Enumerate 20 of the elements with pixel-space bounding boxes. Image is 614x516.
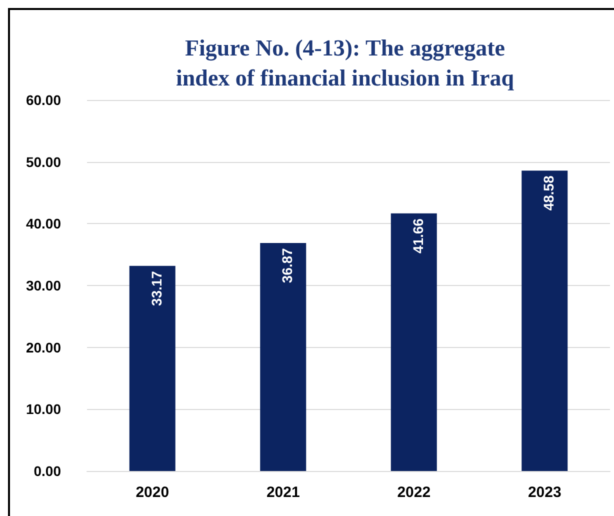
y-tick-label: 20.00 [26,339,62,356]
chart-title: Figure No. (4-13): The aggregate index of financial inclusion in Iraq [176,36,514,90]
x-tick-label: 2022 [397,484,431,501]
y-tick-label: 10.00 [26,401,62,418]
y-tick-label: 50.00 [26,154,62,170]
data-label: 48.58 [540,175,557,211]
data-label: 36.87 [279,248,296,284]
bar [129,266,176,471]
y-tick-label: 0.00 [34,463,62,479]
x-tick-label: 2023 [528,484,562,501]
x-tick-label: 2020 [136,484,170,501]
bar [260,243,306,471]
y-tick-label: 30.00 [26,278,62,294]
data-label: 33.17 [148,270,164,306]
bar [390,213,437,471]
x-tick-label: 2021 [266,484,300,501]
bar [522,170,568,471]
y-tick-label: 60.00 [26,92,62,108]
y-tick-label: 40.00 [26,216,62,232]
data-label: 41.66 [410,218,426,254]
